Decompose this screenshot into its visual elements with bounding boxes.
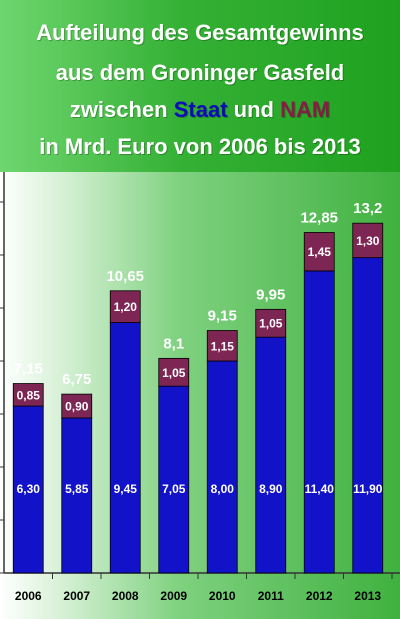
- label-total-2009: 8,1: [163, 335, 184, 352]
- label-total-2010: 9,15: [208, 308, 237, 325]
- x-tick-label-2013: 2013: [354, 589, 381, 603]
- chart-title-line-2: aus dem Groninger Gasfeld: [55, 60, 345, 85]
- bar-staat-2008: [109, 322, 141, 574]
- bar-nam-2007: [61, 393, 93, 419]
- bar-nam-2010: [206, 330, 238, 362]
- x-tick-label-2010: 2010: [209, 589, 236, 603]
- label-total-2008: 10,65: [106, 268, 144, 285]
- bar-staat-2010: [206, 360, 238, 574]
- label-nam-2009: 1,05: [162, 366, 186, 380]
- title-text-und: und: [227, 97, 281, 122]
- label-nam-2007: 0,90: [65, 400, 89, 414]
- stacked-bar-chart: 6,30 0,85 7,15 2006 5,85 0,90 6,75 2007 9,45 1,20…: [0, 172, 400, 603]
- label-staat-2009: 7,05: [162, 482, 186, 496]
- label-staat-2011: 8,90: [259, 482, 283, 496]
- x-tick-label-2009: 2009: [160, 589, 187, 603]
- x-tick-label-2008: 2008: [112, 589, 139, 603]
- label-staat-2012: 11,40: [305, 482, 335, 496]
- bar-staat-2011: [255, 336, 287, 574]
- label-nam-2011: 1,05: [259, 317, 283, 331]
- label-total-2012: 12,85: [300, 209, 338, 226]
- label-staat-2008: 9,45: [114, 482, 138, 496]
- label-total-2013: 13,2: [353, 200, 382, 217]
- bar-nam-2012: [303, 232, 335, 272]
- label-staat-2006: 6,30: [17, 482, 41, 496]
- x-tick-label-2007: 2007: [63, 589, 90, 603]
- label-total-2006: 7,15: [14, 361, 43, 378]
- label-nam-2012: 1,45: [308, 245, 332, 259]
- chart-title-line-3: zwischen Staat und NAM: [0, 97, 400, 123]
- label-staat-2010: 8,00: [211, 482, 235, 496]
- label-nam-2008: 1,20: [114, 300, 138, 314]
- bar-nam-2009: [158, 357, 190, 387]
- bar-nam-2008: [109, 290, 141, 323]
- x-tick-label-2012: 2012: [306, 589, 333, 603]
- label-total-2007: 6,75: [62, 371, 91, 388]
- bar-nam-2013: [352, 222, 384, 259]
- bar-nam-2006: [12, 383, 44, 407]
- title-nam-label: NAM: [280, 97, 331, 122]
- title-block: Aufteilung des Gesamtgewinns aus dem Gro…: [0, 0, 400, 172]
- bar-staat-2013: [352, 257, 384, 574]
- x-tick-label-2006: 2006: [15, 589, 42, 603]
- label-nam-2010: 1,15: [211, 339, 235, 353]
- chart-title-line-1: Aufteilung des Gesamtgewinns: [36, 20, 364, 45]
- bar-nam-2011: [255, 308, 287, 338]
- bar-staat-2012: [303, 270, 335, 574]
- label-staat-2007: 5,85: [65, 482, 89, 496]
- bar-staat-2006: [12, 405, 44, 574]
- label-total-2011: 9,95: [256, 286, 285, 303]
- label-nam-2013: 1,30: [356, 234, 380, 248]
- title-staat-label: Staat: [173, 97, 228, 122]
- title-text-zwischen: zwischen: [69, 97, 174, 122]
- label-staat-2013: 11,90: [353, 482, 383, 496]
- chart-title-line-4: in Mrd. Euro von 2006 bis 2013: [39, 134, 361, 159]
- x-tick-label-2011: 2011: [258, 589, 284, 603]
- label-nam-2006: 0,85: [17, 388, 41, 402]
- bar-staat-2009: [158, 385, 190, 574]
